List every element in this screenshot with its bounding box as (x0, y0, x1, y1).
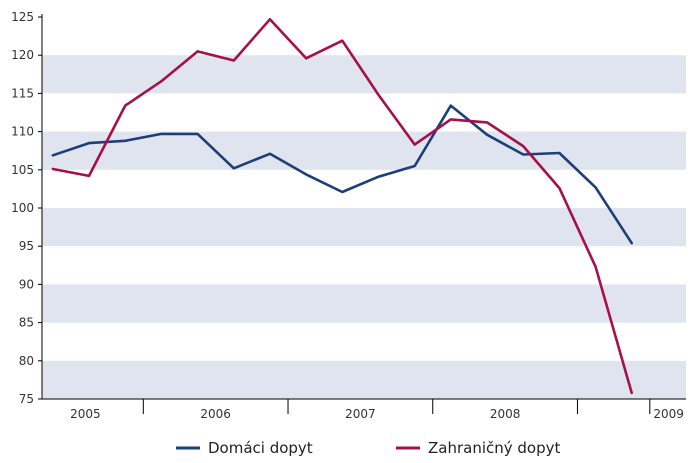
legend-label: Zahraničný dopyt (428, 439, 561, 457)
y-tick-label: 125 (11, 10, 34, 24)
y-tick-label: 110 (11, 125, 34, 139)
grid-band (42, 131, 686, 170)
y-tick-label: 85 (19, 316, 34, 330)
series-lines (51, 17, 634, 395)
grid-band (42, 360, 686, 399)
y-tick-labels: 75 80 85 90 95 100 105 110 115 120 125 (11, 10, 34, 406)
legend-label: Domáci dopyt (208, 439, 313, 457)
y-tick-label: 90 (19, 277, 34, 291)
axes (38, 14, 686, 414)
y-tick-label: 100 (11, 201, 34, 215)
grid-band (42, 284, 686, 323)
y-tick-label: 95 (19, 239, 34, 253)
x-tick-label: 2007 (345, 407, 376, 421)
legend: Domáci dopyt Zahraničný dopyt (176, 439, 561, 457)
grid-band (42, 208, 686, 247)
x-tick-label: 2008 (490, 407, 521, 421)
y-tick-label: 105 (11, 163, 34, 177)
y-tick-label: 75 (19, 392, 34, 406)
y-tick-label: 115 (11, 86, 34, 100)
y-tick-label: 120 (11, 48, 34, 62)
x-tick-labels: 2005 2006 2007 2008 2009 (70, 407, 684, 421)
x-tick-label: 2005 (70, 407, 101, 421)
y-tick-label: 80 (19, 354, 34, 368)
x-tick-label: 2006 (200, 407, 231, 421)
grid-bands (42, 55, 686, 399)
x-tick-label: 2009 (653, 407, 684, 421)
series-line-1 (51, 104, 634, 245)
series-line-2 (51, 17, 634, 395)
